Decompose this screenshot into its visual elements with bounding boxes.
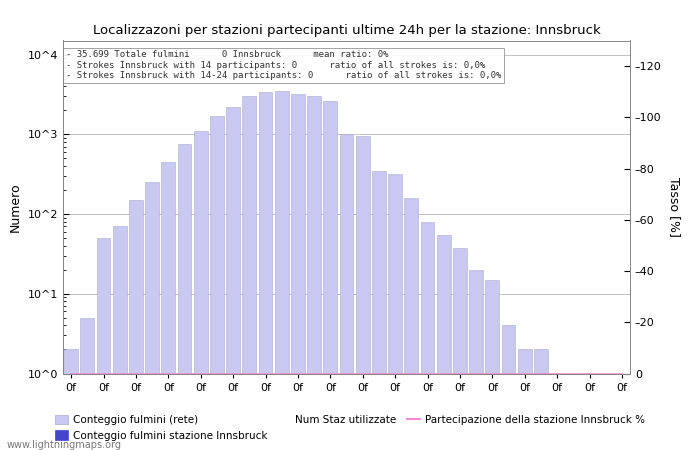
Y-axis label: Numero: Numero xyxy=(9,182,22,232)
Bar xyxy=(518,350,531,450)
Bar xyxy=(566,374,580,450)
Bar xyxy=(129,200,143,450)
Bar xyxy=(323,101,337,450)
Bar xyxy=(582,374,596,450)
Bar xyxy=(178,144,191,450)
Bar xyxy=(291,94,304,450)
Bar xyxy=(405,198,418,450)
Bar xyxy=(80,318,94,450)
Bar xyxy=(356,136,370,450)
Bar xyxy=(210,116,224,450)
Bar xyxy=(437,235,451,450)
Bar xyxy=(469,270,483,450)
Bar xyxy=(242,96,256,450)
Bar xyxy=(615,374,629,450)
Legend: Conteggio fulmini (rete), Conteggio fulmini stazione Innsbruck, Num Staz utilizz: Conteggio fulmini (rete), Conteggio fulm… xyxy=(51,411,649,445)
Bar xyxy=(64,350,78,450)
Bar xyxy=(194,131,208,450)
Bar xyxy=(372,171,386,450)
Text: - 35.699 Totale fulmini      0 Innsbruck      mean ratio: 0%
- Strokes Innsbruck: - 35.699 Totale fulmini 0 Innsbruck mean… xyxy=(66,50,501,80)
Bar xyxy=(502,325,515,450)
Bar xyxy=(453,248,467,450)
Bar xyxy=(145,182,159,450)
Bar xyxy=(598,374,612,450)
Bar xyxy=(534,350,548,450)
Title: Localizzazoni per stazioni partecipanti ultime 24h per la stazione: Innsbruck: Localizzazoni per stazioni partecipanti … xyxy=(92,23,601,36)
Bar xyxy=(113,226,127,450)
Bar xyxy=(307,96,321,450)
Bar xyxy=(275,91,288,450)
Text: www.lightningmaps.org: www.lightningmaps.org xyxy=(7,440,122,450)
Bar xyxy=(162,162,175,450)
Bar xyxy=(389,174,402,450)
Bar xyxy=(485,280,499,450)
Bar xyxy=(421,222,435,450)
Bar xyxy=(340,134,354,450)
Bar xyxy=(97,238,111,450)
Bar xyxy=(226,107,240,450)
Y-axis label: Tasso [%]: Tasso [%] xyxy=(668,177,681,237)
Bar xyxy=(258,92,272,450)
Bar xyxy=(550,374,564,450)
